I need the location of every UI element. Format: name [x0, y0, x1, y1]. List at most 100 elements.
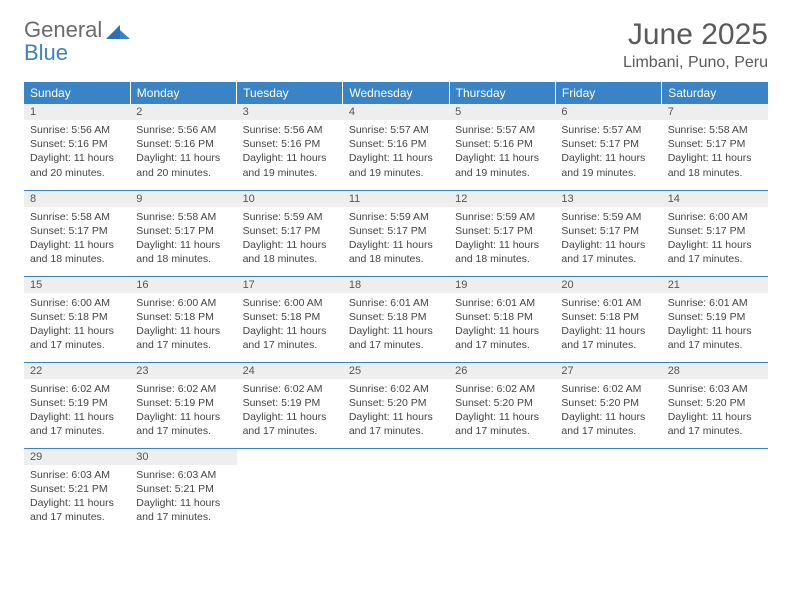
- calendar-cell: 6Sunrise: 5:57 AMSunset: 5:17 PMDaylight…: [555, 104, 661, 190]
- day-number: 10: [237, 191, 343, 207]
- day-content: Sunrise: 5:59 AMSunset: 5:17 PMDaylight:…: [237, 207, 343, 271]
- day-number: 7: [662, 104, 768, 120]
- day-number: 23: [130, 363, 236, 379]
- weekday-header: Tuesday: [237, 82, 343, 104]
- calendar-cell: 22Sunrise: 6:02 AMSunset: 5:19 PMDayligh…: [24, 362, 130, 448]
- calendar-body: 1Sunrise: 5:56 AMSunset: 5:16 PMDaylight…: [24, 104, 768, 534]
- calendar-cell: 2Sunrise: 5:56 AMSunset: 5:16 PMDaylight…: [130, 104, 236, 190]
- day-content: Sunrise: 5:59 AMSunset: 5:17 PMDaylight:…: [555, 207, 661, 271]
- day-content: Sunrise: 5:57 AMSunset: 5:17 PMDaylight:…: [555, 120, 661, 184]
- calendar-cell: 25Sunrise: 6:02 AMSunset: 5:20 PMDayligh…: [343, 362, 449, 448]
- day-number: 5: [449, 104, 555, 120]
- day-content: Sunrise: 6:02 AMSunset: 5:20 PMDaylight:…: [555, 379, 661, 443]
- calendar-table: Sunday Monday Tuesday Wednesday Thursday…: [24, 82, 768, 534]
- calendar-row: 29Sunrise: 6:03 AMSunset: 5:21 PMDayligh…: [24, 448, 768, 534]
- calendar-row: 22Sunrise: 6:02 AMSunset: 5:19 PMDayligh…: [24, 362, 768, 448]
- header: General Blue June 2025 Limbani, Puno, Pe…: [24, 18, 768, 72]
- calendar-cell: 28Sunrise: 6:03 AMSunset: 5:20 PMDayligh…: [662, 362, 768, 448]
- day-content: Sunrise: 6:00 AMSunset: 5:18 PMDaylight:…: [24, 293, 130, 357]
- day-content: Sunrise: 5:58 AMSunset: 5:17 PMDaylight:…: [662, 120, 768, 184]
- calendar-cell: 29Sunrise: 6:03 AMSunset: 5:21 PMDayligh…: [24, 448, 130, 534]
- day-number: 19: [449, 277, 555, 293]
- day-number: 29: [24, 449, 130, 465]
- calendar-cell: 18Sunrise: 6:01 AMSunset: 5:18 PMDayligh…: [343, 276, 449, 362]
- day-content: Sunrise: 5:57 AMSunset: 5:16 PMDaylight:…: [449, 120, 555, 184]
- calendar-cell: 13Sunrise: 5:59 AMSunset: 5:17 PMDayligh…: [555, 190, 661, 276]
- day-content: Sunrise: 5:59 AMSunset: 5:17 PMDaylight:…: [343, 207, 449, 271]
- weekday-header: Sunday: [24, 82, 130, 104]
- weekday-header: Saturday: [662, 82, 768, 104]
- logo-line1: General: [24, 18, 102, 41]
- day-number: 28: [662, 363, 768, 379]
- day-number: 9: [130, 191, 236, 207]
- calendar-cell: 20Sunrise: 6:01 AMSunset: 5:18 PMDayligh…: [555, 276, 661, 362]
- calendar-cell: 1Sunrise: 5:56 AMSunset: 5:16 PMDaylight…: [24, 104, 130, 190]
- calendar-cell: 21Sunrise: 6:01 AMSunset: 5:19 PMDayligh…: [662, 276, 768, 362]
- calendar-cell: [555, 448, 661, 534]
- location: Limbani, Puno, Peru: [623, 54, 768, 72]
- day-content: Sunrise: 5:57 AMSunset: 5:16 PMDaylight:…: [343, 120, 449, 184]
- day-number: 17: [237, 277, 343, 293]
- title-block: June 2025 Limbani, Puno, Peru: [623, 18, 768, 72]
- day-number: 14: [662, 191, 768, 207]
- day-number: 4: [343, 104, 449, 120]
- day-content: Sunrise: 5:59 AMSunset: 5:17 PMDaylight:…: [449, 207, 555, 271]
- calendar-cell: 26Sunrise: 6:02 AMSunset: 5:20 PMDayligh…: [449, 362, 555, 448]
- calendar-cell: 14Sunrise: 6:00 AMSunset: 5:17 PMDayligh…: [662, 190, 768, 276]
- calendar-cell: [449, 448, 555, 534]
- day-number: 3: [237, 104, 343, 120]
- calendar-cell: [237, 448, 343, 534]
- calendar-cell: 10Sunrise: 5:59 AMSunset: 5:17 PMDayligh…: [237, 190, 343, 276]
- day-number: 2: [130, 104, 236, 120]
- day-number: 30: [130, 449, 236, 465]
- calendar-cell: 11Sunrise: 5:59 AMSunset: 5:17 PMDayligh…: [343, 190, 449, 276]
- logo-line2: Blue: [24, 41, 102, 64]
- weekday-header: Friday: [555, 82, 661, 104]
- day-number: 20: [555, 277, 661, 293]
- day-content: Sunrise: 6:03 AMSunset: 5:21 PMDaylight:…: [130, 465, 236, 529]
- day-content: Sunrise: 5:56 AMSunset: 5:16 PMDaylight:…: [130, 120, 236, 184]
- day-number: 27: [555, 363, 661, 379]
- day-content: Sunrise: 6:02 AMSunset: 5:19 PMDaylight:…: [237, 379, 343, 443]
- month-title: June 2025: [623, 18, 768, 52]
- calendar-cell: 19Sunrise: 6:01 AMSunset: 5:18 PMDayligh…: [449, 276, 555, 362]
- day-content: Sunrise: 6:02 AMSunset: 5:19 PMDaylight:…: [24, 379, 130, 443]
- day-content: Sunrise: 6:00 AMSunset: 5:17 PMDaylight:…: [662, 207, 768, 271]
- calendar-cell: [343, 448, 449, 534]
- calendar-cell: 27Sunrise: 6:02 AMSunset: 5:20 PMDayligh…: [555, 362, 661, 448]
- day-number: 26: [449, 363, 555, 379]
- day-number: 18: [343, 277, 449, 293]
- day-content: Sunrise: 6:02 AMSunset: 5:20 PMDaylight:…: [449, 379, 555, 443]
- day-content: Sunrise: 5:56 AMSunset: 5:16 PMDaylight:…: [24, 120, 130, 184]
- day-number: 11: [343, 191, 449, 207]
- day-content: Sunrise: 6:03 AMSunset: 5:21 PMDaylight:…: [24, 465, 130, 529]
- logo-mark-icon: [106, 22, 132, 45]
- logo-text: General Blue: [24, 18, 102, 64]
- calendar-cell: 12Sunrise: 5:59 AMSunset: 5:17 PMDayligh…: [449, 190, 555, 276]
- day-number: 16: [130, 277, 236, 293]
- calendar-row: 8Sunrise: 5:58 AMSunset: 5:17 PMDaylight…: [24, 190, 768, 276]
- calendar-cell: 4Sunrise: 5:57 AMSunset: 5:16 PMDaylight…: [343, 104, 449, 190]
- calendar-cell: 7Sunrise: 5:58 AMSunset: 5:17 PMDaylight…: [662, 104, 768, 190]
- day-number: 15: [24, 277, 130, 293]
- day-number: 1: [24, 104, 130, 120]
- calendar-cell: 15Sunrise: 6:00 AMSunset: 5:18 PMDayligh…: [24, 276, 130, 362]
- day-number: 8: [24, 191, 130, 207]
- day-content: Sunrise: 5:58 AMSunset: 5:17 PMDaylight:…: [130, 207, 236, 271]
- weekday-header: Wednesday: [343, 82, 449, 104]
- weekday-header: Thursday: [449, 82, 555, 104]
- weekday-header: Monday: [130, 82, 236, 104]
- calendar-cell: 30Sunrise: 6:03 AMSunset: 5:21 PMDayligh…: [130, 448, 236, 534]
- day-number: 21: [662, 277, 768, 293]
- calendar-cell: 3Sunrise: 5:56 AMSunset: 5:16 PMDaylight…: [237, 104, 343, 190]
- day-content: Sunrise: 6:01 AMSunset: 5:18 PMDaylight:…: [449, 293, 555, 357]
- calendar-cell: 17Sunrise: 6:00 AMSunset: 5:18 PMDayligh…: [237, 276, 343, 362]
- calendar-row: 15Sunrise: 6:00 AMSunset: 5:18 PMDayligh…: [24, 276, 768, 362]
- day-number: 12: [449, 191, 555, 207]
- logo: General Blue: [24, 18, 132, 64]
- day-content: Sunrise: 6:01 AMSunset: 5:19 PMDaylight:…: [662, 293, 768, 357]
- day-number: 25: [343, 363, 449, 379]
- day-content: Sunrise: 6:00 AMSunset: 5:18 PMDaylight:…: [237, 293, 343, 357]
- day-number: 24: [237, 363, 343, 379]
- calendar-cell: [662, 448, 768, 534]
